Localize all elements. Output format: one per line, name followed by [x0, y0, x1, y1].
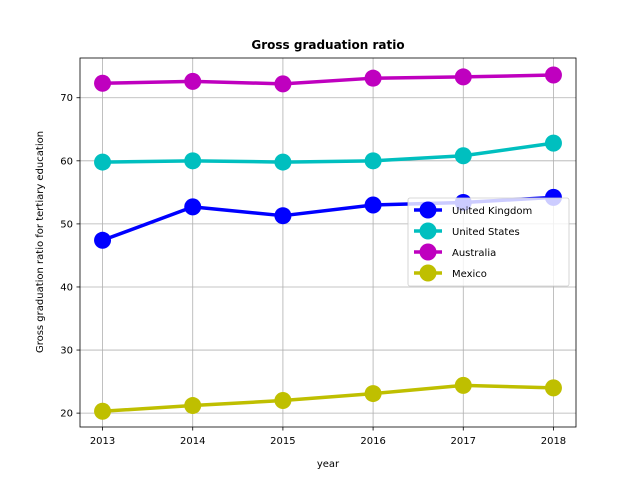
series-united-states [94, 134, 562, 171]
legend-label: Australia [452, 248, 496, 259]
legend-marker [419, 264, 437, 282]
data-point [454, 147, 472, 165]
x-tick-label: 2014 [180, 436, 205, 447]
legend-label: United Kingdom [452, 206, 532, 217]
data-point [364, 152, 382, 170]
legend-marker [419, 222, 437, 240]
legend-box [407, 197, 570, 287]
y-tick-label: 20 [60, 409, 73, 420]
data-point [544, 379, 562, 397]
data-point [274, 153, 292, 171]
data-point [184, 397, 202, 415]
legend-label: Mexico [452, 269, 487, 280]
y-tick-label: 70 [60, 93, 73, 104]
data-point [94, 231, 112, 249]
data-point [184, 152, 202, 170]
legend-entry: Australia [414, 243, 496, 261]
data-point [454, 68, 472, 86]
y-tick-label: 40 [60, 282, 73, 293]
data-point [454, 376, 472, 394]
legend-marker [419, 201, 437, 219]
data-point [544, 66, 562, 84]
legend-marker [419, 243, 437, 261]
y-axis-label: Gross graduation ratio for tertiary educ… [35, 131, 46, 353]
x-axis-label: year [317, 459, 340, 470]
legend-entry: United Kingdom [414, 201, 532, 219]
data-point [544, 134, 562, 152]
legend-label: United States [452, 227, 520, 238]
data-point [364, 69, 382, 87]
axes [79, 57, 577, 428]
series-mexico [94, 376, 562, 420]
data-point [184, 198, 202, 216]
y-tick-label: 60 [60, 156, 73, 167]
legend-entry: United States [414, 222, 520, 240]
x-tick-label: 2013 [90, 436, 115, 447]
y-tick-label: 30 [60, 346, 73, 357]
ticks: 2013 2014 2015 2016 2017 2018 20 30 40 50 60 70 [60, 93, 566, 447]
y-tick-label: 50 [60, 219, 73, 230]
data-point [94, 74, 112, 92]
data-point [94, 153, 112, 171]
data-point [274, 207, 292, 225]
x-tick-label: 2016 [360, 436, 385, 447]
series-line [102, 141, 554, 164]
data-point [94, 402, 112, 420]
legend-entry: Mexico [414, 264, 487, 282]
legend: United Kingdom United States Australia Mexi… [407, 197, 570, 287]
series-line [102, 383, 554, 413]
data-point [274, 75, 292, 93]
data-point [364, 385, 382, 403]
plot-frame [79, 57, 577, 428]
series-australia [94, 66, 562, 93]
chart-title: Gross graduation ratio [251, 38, 404, 52]
data-point [274, 392, 292, 410]
series-line [102, 73, 554, 86]
x-tick-label: 2018 [541, 436, 566, 447]
data-point [184, 72, 202, 90]
data-point [364, 196, 382, 214]
x-tick-label: 2015 [270, 436, 295, 447]
x-tick-label: 2017 [451, 436, 476, 447]
